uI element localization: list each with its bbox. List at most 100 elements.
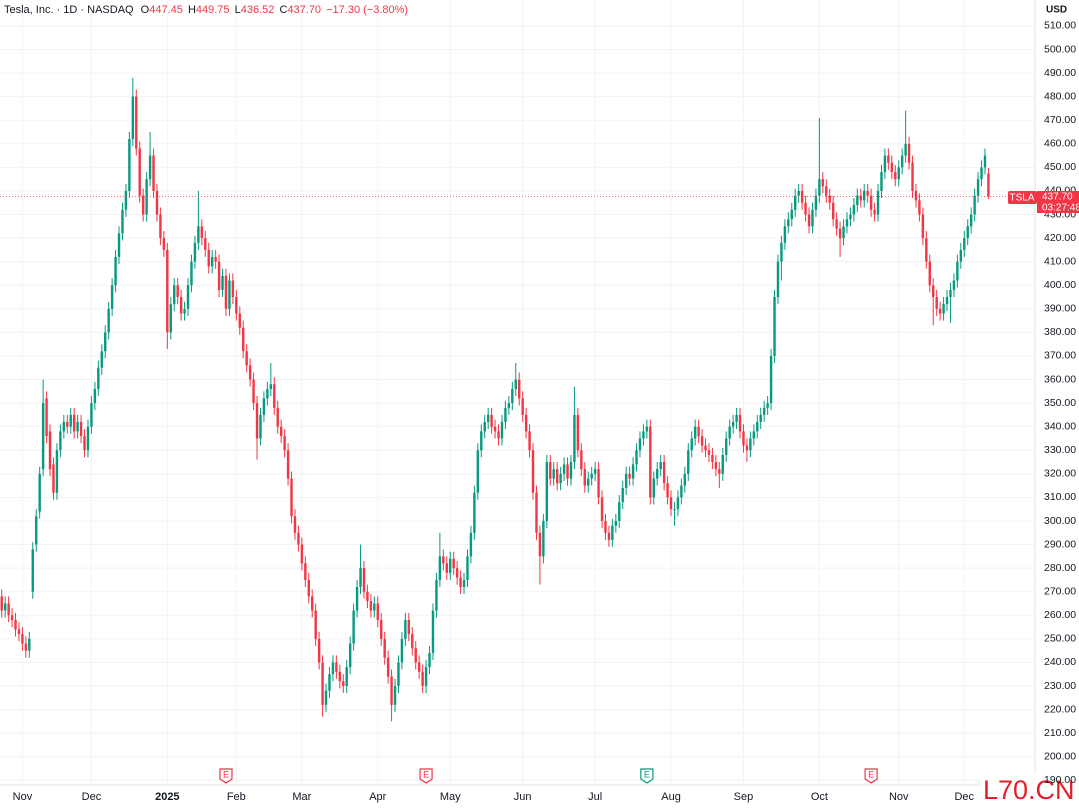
tag-countdown: 03:27:48 <box>1042 203 1079 214</box>
x-tick-label: 2025 <box>155 791 179 803</box>
change: −17.30 (−3.80%) <box>326 4 408 16</box>
candle-body <box>293 516 297 533</box>
candle-body <box>345 667 348 686</box>
candle-body <box>704 445 707 451</box>
candle-body <box>380 619 383 639</box>
candle-body <box>38 473 41 512</box>
candle-body <box>138 148 141 196</box>
candle-body <box>762 407 766 415</box>
candle-body <box>193 242 197 262</box>
candle-body <box>797 190 800 196</box>
candle-body <box>773 297 776 356</box>
candle-body <box>749 438 752 451</box>
tag-symbol-bg <box>1008 191 1037 204</box>
candle-body <box>166 249 169 333</box>
candle-body <box>45 398 48 437</box>
candle-body <box>618 502 621 521</box>
candle-body <box>407 619 411 635</box>
y-tick-label: 290.00 <box>1044 538 1076 550</box>
candle-body <box>842 226 845 239</box>
candle-body <box>597 469 600 498</box>
candle-body <box>86 426 90 451</box>
currency: USD <box>1046 5 1067 16</box>
y-tick-label: 300.00 <box>1044 515 1076 527</box>
candle-body <box>538 532 542 557</box>
candle-body <box>314 610 317 639</box>
candle-body <box>514 379 517 389</box>
high-label: H <box>188 4 196 16</box>
candle-body <box>555 469 559 484</box>
candle-body <box>242 327 245 352</box>
candle-body <box>711 454 714 463</box>
x-tick-label: Mar <box>292 791 311 803</box>
x-tick-label: Sep <box>734 791 754 803</box>
plot-area <box>0 77 1035 722</box>
candle-body <box>331 662 335 675</box>
chart-header: Tesla, Inc. · 1D · NASDAQ O447.45 H449.7… <box>4 4 408 16</box>
candle-body <box>628 473 631 479</box>
candle-body <box>428 652 431 668</box>
candle-body <box>183 308 186 314</box>
candle-body <box>162 238 166 250</box>
candle-body <box>141 195 145 215</box>
candle-body <box>500 421 504 439</box>
candle-body <box>835 219 838 229</box>
candle-body <box>290 478 293 517</box>
candle-body <box>725 438 728 455</box>
candle-body <box>552 469 555 479</box>
candle-body <box>217 261 221 290</box>
candle-body <box>721 454 724 474</box>
candle-body <box>79 421 83 437</box>
candle-body <box>949 289 952 298</box>
candle-body <box>707 450 711 455</box>
y-tick-label: 340.00 <box>1044 420 1076 432</box>
x-tick-label: Feb <box>227 791 246 803</box>
candle-body <box>780 242 783 262</box>
x-tick-label: Jun <box>514 791 532 803</box>
candle-body <box>769 355 773 404</box>
candle-body <box>355 586 359 611</box>
earnings-label: E <box>223 769 229 779</box>
candle-body <box>587 478 590 486</box>
y-tick-label: 350.00 <box>1044 397 1076 409</box>
candle-body <box>369 601 373 611</box>
x-tick-label: Nov <box>13 791 33 803</box>
candle-body <box>631 464 635 479</box>
candle-body <box>866 190 869 196</box>
candle-body <box>911 162 914 191</box>
symbol: Tesla, Inc. · 1D · NASDAQ <box>4 4 134 16</box>
candle-body <box>224 275 228 309</box>
candle-body <box>932 285 935 298</box>
candle-body <box>66 421 69 427</box>
tag-price: 437.70 <box>1042 192 1073 203</box>
candle-body <box>490 414 493 427</box>
candle-body <box>435 579 438 611</box>
candle-body <box>438 556 442 580</box>
candle-body <box>604 520 607 533</box>
candle-body <box>390 676 393 705</box>
earnings-label: E <box>423 769 429 779</box>
y-tick-label: 260.00 <box>1044 609 1076 621</box>
candle-body <box>10 615 14 620</box>
candle-body <box>549 462 552 479</box>
candle-body <box>483 421 486 432</box>
candle-body <box>35 516 38 545</box>
candle-body <box>656 469 659 479</box>
candle-body <box>273 384 276 408</box>
candle-body <box>197 226 200 243</box>
y-tick-label: 400.00 <box>1044 279 1076 291</box>
candle-body <box>818 179 821 196</box>
candle-body <box>794 195 797 210</box>
candle-body <box>317 638 321 663</box>
candle-body <box>297 532 300 545</box>
y-tick-label: 310.00 <box>1044 491 1076 503</box>
candle-body <box>869 195 873 210</box>
candle-body <box>821 179 825 187</box>
candle-body <box>190 261 193 286</box>
candle-body <box>576 414 580 451</box>
close-label: C <box>279 4 287 16</box>
candle-body <box>738 414 742 432</box>
y-tick-label: 390.00 <box>1044 303 1076 315</box>
candle-body <box>814 195 818 210</box>
candle-body <box>742 431 745 446</box>
